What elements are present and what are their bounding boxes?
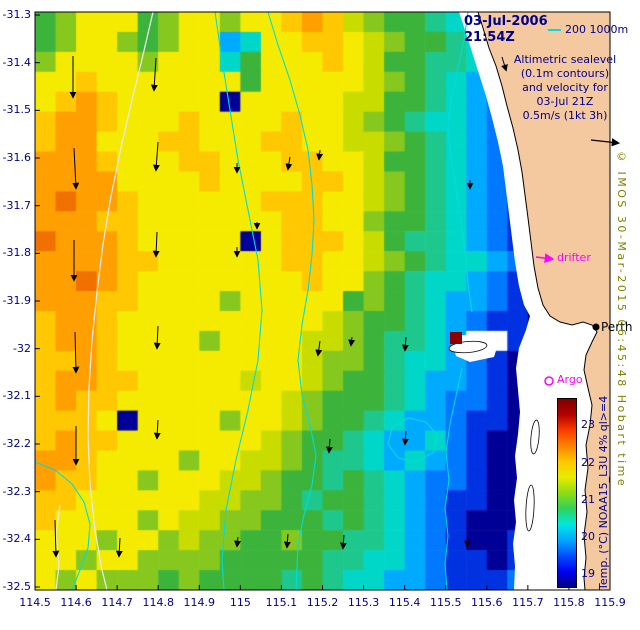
bathymetry-legend: 200 1000m: [548, 23, 628, 36]
bathymetry-contour-sample-line: [548, 28, 561, 31]
y-tick-label: -32.5: [2, 580, 31, 593]
colorbar-tick-label: 19: [581, 566, 595, 580]
time-label: 21:54Z: [464, 30, 515, 45]
drifter-label: drifter: [557, 251, 591, 264]
colorbar-tick-label: 20: [581, 530, 595, 544]
colorbar: [557, 398, 577, 588]
y-tick-label: -32: [13, 341, 31, 355]
x-tick-label: 115.4: [388, 596, 421, 609]
annotation-line: (0.1m contours): [520, 67, 610, 80]
y-tick-label: -31.9: [2, 294, 31, 307]
annotation-line: 0.5m/s (1kt 3h): [522, 109, 608, 122]
x-tick-label: 115.6: [471, 596, 503, 609]
x-tick-label: 114.6: [60, 596, 92, 609]
y-tick-label: -31.5: [2, 103, 31, 117]
annotation-line: Altimetric sealevel: [513, 53, 617, 66]
colorbar-tick-label: 23: [581, 417, 595, 431]
y-tick-label: -31.4: [2, 55, 31, 69]
y-tick-label: -31.6: [2, 151, 31, 164]
y-tick-label: -31.7: [2, 198, 31, 212]
x-tick-label: 115.8: [553, 596, 585, 609]
argo-label: Argo: [557, 373, 583, 386]
x-tick-label: 115.5: [429, 596, 462, 609]
x-tick-label: 114.7: [101, 596, 133, 609]
y-tick-label: -32.4: [2, 532, 31, 546]
x-tick-label: 115.3: [347, 596, 380, 609]
y-tick-label: -32.1: [2, 389, 31, 403]
y-tick-label: -32.3: [2, 484, 31, 498]
x-tick-label: 114.5: [19, 596, 51, 609]
y-tick-label: -32.2: [2, 437, 31, 450]
colorbar-title: Temp. (°C) NOAA15_L3U 4% ql>=4: [597, 395, 610, 590]
y-tick-label: -31.8: [2, 246, 31, 260]
date-label: 03-Jul-2006: [464, 14, 548, 29]
colorbar-tick-label: 22: [581, 455, 595, 469]
annotation-line: 03-Jul 21Z: [536, 95, 594, 108]
x-tick-label: 115.1: [265, 596, 298, 609]
altimetric-annotation: Altimetric sealevel (0.1m contours) and …: [498, 53, 632, 123]
colorbar-tick-label: 21: [581, 493, 595, 507]
y-tick-label: -31.3: [2, 8, 31, 21]
x-tick-label: 114.8: [142, 596, 174, 609]
timestamp-block: 03-Jul-2006 21:54Z: [464, 14, 548, 46]
perth-label: Perth: [601, 320, 633, 334]
copyright-vertical-text: © IMOS 30-Mar-2015 06:45:48 Hobart time: [615, 150, 628, 489]
x-tick-label: 115.7: [512, 596, 544, 609]
annotation-line: and velocity for: [522, 81, 608, 94]
x-tick-label: 115.9: [594, 596, 626, 609]
bathymetry-legend-label: 200 1000m: [565, 23, 629, 36]
x-tick-label: 114.9: [183, 596, 216, 609]
x-tick-label: 115.2: [306, 596, 339, 609]
x-tick-label: 115: [229, 596, 251, 609]
